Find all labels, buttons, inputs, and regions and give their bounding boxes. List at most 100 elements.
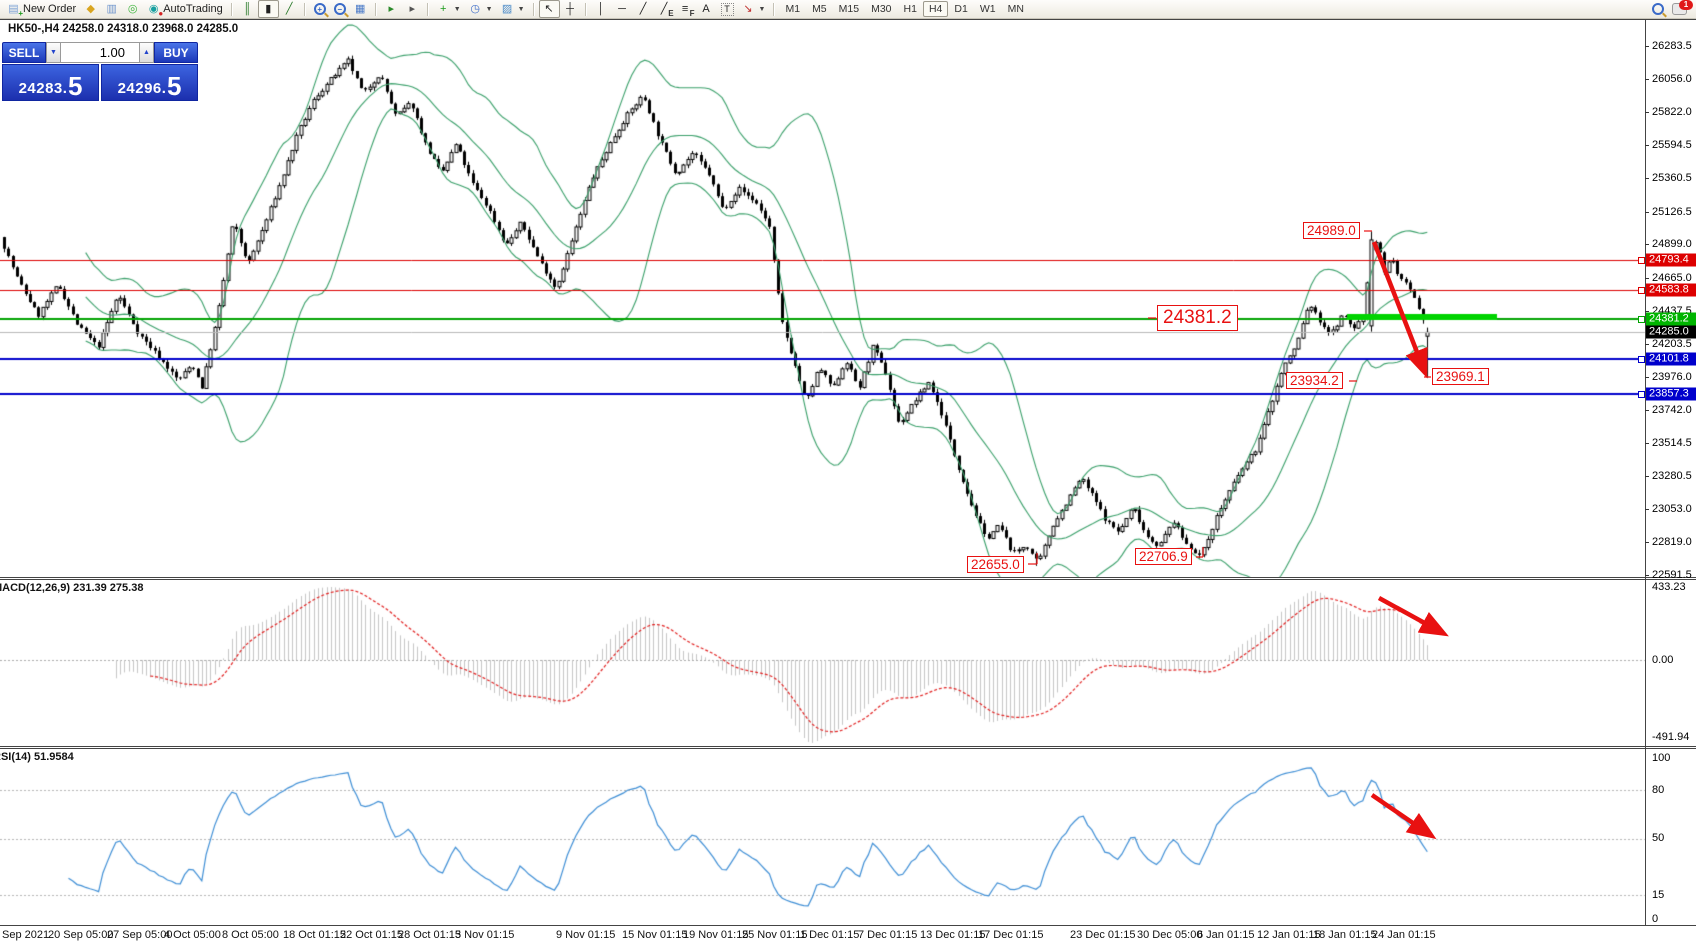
price-tick-label: 23742.0: [1652, 404, 1692, 417]
text-icon: A: [702, 2, 710, 15]
price-tick-label: 23976.0: [1652, 370, 1692, 383]
rsi-axis-label: 100: [1652, 752, 1671, 764]
signals-icon[interactable]: ◎: [122, 0, 143, 18]
price-annotation[interactable]: 24381.2: [1157, 305, 1238, 331]
templates-icon-dropdown[interactable]: ▼: [517, 5, 525, 13]
time-axis-label: 25 Nov 01:15: [742, 929, 808, 941]
macd-panel-separator[interactable]: [0, 577, 1696, 578]
zoom-out-icon[interactable]: −: [330, 0, 350, 18]
timeframe-w1[interactable]: W1: [979, 3, 996, 15]
line-anchor-square[interactable]: [1638, 286, 1645, 294]
horizontal-line-icon: ─: [618, 2, 626, 15]
price-annotation[interactable]: 22706.9: [1135, 548, 1192, 565]
text-icon[interactable]: A: [696, 0, 717, 18]
templates-icon[interactable]: ▨ ▼: [497, 0, 529, 18]
line-anchor-square[interactable]: [1638, 315, 1645, 323]
timeframe-m5[interactable]: M5: [812, 3, 827, 15]
timeframe-h4[interactable]: H4: [922, 1, 949, 17]
price-annotation[interactable]: 22655.0: [967, 556, 1024, 573]
new-order-button: ▤ +: [8, 2, 23, 18]
price-tick-label: 25822.0: [1652, 106, 1692, 119]
price-annotation[interactable]: 23934.2: [1286, 372, 1343, 389]
time-axis-label: 6 Jan 01:15: [1197, 929, 1255, 941]
indicators-icon-dropdown[interactable]: ▼: [453, 5, 461, 13]
price-annotation[interactable]: 24989.0: [1303, 222, 1360, 239]
macd-panel-separator-2: [0, 579, 1696, 580]
auto-scroll-icon[interactable]: ▸: [381, 0, 402, 18]
fibonacci-icon[interactable]: ≡ F: [675, 0, 696, 18]
fibonacci-icon-badge: F: [689, 8, 695, 18]
line-anchor-square[interactable]: [1638, 355, 1645, 363]
line-anchor-square[interactable]: [1638, 390, 1645, 398]
time-axis-label: 17 Dec 01:15: [978, 929, 1044, 941]
price-tick-mark: [1645, 442, 1649, 444]
zoom-in-icon[interactable]: +: [310, 0, 330, 18]
depth-of-market-icon: ▥: [106, 2, 117, 15]
buy-price-display[interactable]: 24296. 5: [101, 64, 198, 101]
cursor-icon: ↖: [544, 2, 554, 15]
arrows-icon-dropdown[interactable]: ▼: [758, 5, 766, 13]
autotrading-button[interactable]: ◉ ● AutoTrading: [143, 0, 227, 18]
rsi-panel-separator-2: [0, 748, 1696, 749]
new-order-button[interactable]: ▤ + New Order: [3, 0, 80, 18]
timeframe-m1[interactable]: M1: [785, 3, 801, 15]
crosshair-icon[interactable]: ┼: [560, 0, 581, 18]
tile-windows-icon[interactable]: ▦: [350, 0, 371, 18]
timeframe-mn[interactable]: MN: [1007, 3, 1024, 15]
cursor-icon[interactable]: ↖: [538, 0, 560, 18]
timeframe-d1[interactable]: D1: [954, 3, 968, 15]
price-annotation[interactable]: 23969.1: [1432, 368, 1489, 385]
indicators-icon[interactable]: + ▼: [433, 0, 465, 18]
price-axis-separator[interactable]: [1645, 19, 1646, 925]
sell-price-display[interactable]: 24283. 5: [2, 64, 99, 101]
price-tick-label: 26056.0: [1652, 72, 1692, 85]
price-tick-mark: [1645, 211, 1649, 213]
time-axis-label: 1 Dec 01:15: [800, 929, 860, 941]
text-label-icon[interactable]: T: [717, 0, 738, 18]
candlestick-chart-icon[interactable]: ▮: [257, 0, 279, 18]
price-tick-mark: [1645, 508, 1649, 510]
bar-chart-icon[interactable]: ║: [237, 0, 258, 18]
vertical-line-icon: │: [597, 2, 605, 15]
price-tick-label: 26283.5: [1652, 40, 1692, 52]
price-tick-label: 23514.5: [1652, 436, 1692, 449]
buy-button[interactable]: BUY: [154, 42, 198, 63]
rsi-panel-separator[interactable]: [0, 746, 1696, 747]
arrows-icon: ↘: [743, 2, 753, 15]
macd-axis-label: 433.23: [1652, 581, 1686, 593]
periods-icon-dropdown[interactable]: ▼: [485, 5, 493, 13]
macd-values: 231.39 275.38: [73, 582, 144, 594]
trendline-icon[interactable]: ╱: [633, 0, 654, 18]
volume-input[interactable]: 1.00: [61, 42, 139, 63]
price-tick-label: 25594.5: [1652, 138, 1692, 151]
notifications-icon[interactable]: 1: [1672, 0, 1693, 15]
price-tag-icon[interactable]: ◆: [80, 0, 101, 18]
buy-price-main: 24296: [117, 80, 162, 97]
sell-button[interactable]: SELL: [2, 42, 46, 63]
price-tick-label: 24899.0: [1652, 238, 1692, 251]
price-tick-mark: [1645, 46, 1649, 47]
timeframe-m15[interactable]: M15: [838, 3, 860, 15]
rsi-axis-label: 80: [1652, 784, 1665, 796]
depth-of-market-icon[interactable]: ▥: [101, 0, 122, 18]
periods-icon[interactable]: ◷ ▼: [465, 0, 497, 18]
arrows-icon[interactable]: ↘ ▼: [738, 0, 770, 18]
line-anchor-square[interactable]: [1638, 256, 1645, 264]
price-tick-label: 23053.0: [1652, 502, 1692, 515]
vertical-line-icon[interactable]: │: [591, 0, 612, 18]
equidistant-channel-icon[interactable]: ╱ E: [654, 0, 675, 18]
timeframe-h1[interactable]: H1: [903, 3, 917, 15]
macd-name: MACD(12,26,9): [0, 582, 71, 594]
level-price-badge: 24583.8: [1646, 283, 1696, 297]
horizontal-line-icon[interactable]: ─: [612, 0, 633, 18]
time-axis-label: 28 Oct 01:15: [398, 929, 461, 941]
timeframe-m30[interactable]: M30: [871, 3, 892, 15]
search-icon[interactable]: [1652, 3, 1664, 15]
line-chart-icon[interactable]: ╱: [279, 0, 300, 18]
equidistant-channel-icon-badge: E: [668, 8, 674, 18]
chart-shift-icon: ▸: [409, 2, 415, 15]
volume-increase-button[interactable]: ▲: [139, 42, 154, 63]
chart-shift-icon[interactable]: ▸: [402, 0, 423, 18]
volume-decrease-button[interactable]: ▼: [46, 42, 61, 63]
